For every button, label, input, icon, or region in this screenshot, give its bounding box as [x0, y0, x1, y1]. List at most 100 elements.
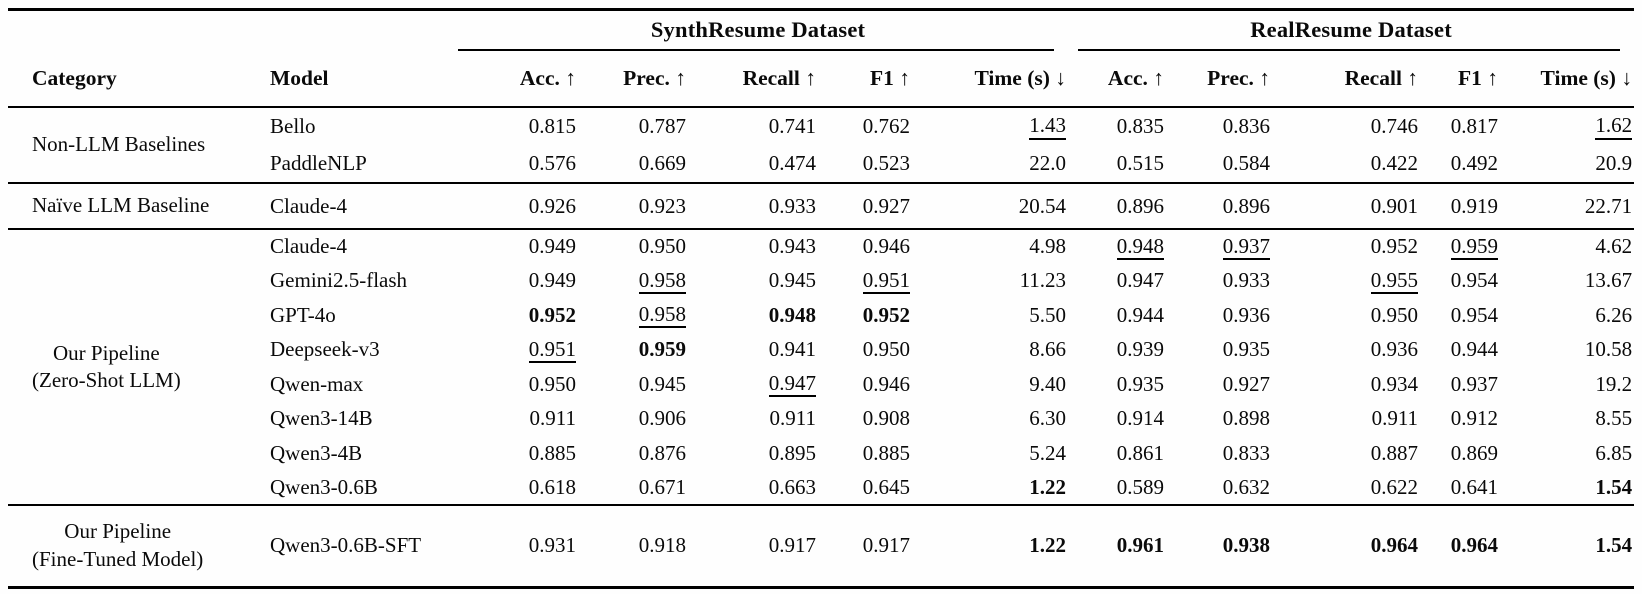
realresume-dataset-label: RealResume Dataset [1250, 17, 1452, 42]
metric-cell: 0.958 [578, 298, 688, 333]
metric-cell: 5.24 [912, 436, 1068, 471]
metric-value: 0.939 [1116, 337, 1165, 362]
metric-value: 0.952 [1370, 234, 1419, 259]
metric-value: 0.937 [1222, 235, 1271, 260]
metric-cell: 0.951 [448, 333, 578, 368]
metric-value: 0.741 [768, 114, 816, 138]
table-row: Naïve LLM Baseline Claude-4 0.926 0.923 0.93… [8, 183, 1635, 230]
metric-cell: 0.645 [818, 470, 912, 506]
metric-value: 6.30 [1029, 406, 1067, 431]
table-row: Our Pipeline (Fine-Tuned Model) Qwen3-0.6B… [8, 505, 1635, 588]
metric-cell: 13.67 [1500, 264, 1634, 299]
metric-value: 0.762 [862, 114, 910, 138]
metric-value: 0.935 [1116, 371, 1165, 396]
table-row: Qwen-max 0.950 0.945 0.947 0.946 9.40 0.935 0.9… [8, 367, 1634, 402]
metric-cell: 5.50 [912, 298, 1068, 333]
metric-cell: 0.515 [1068, 145, 1167, 184]
metric-cell: 0.911 [688, 402, 818, 437]
metric-cell: 0.945 [688, 264, 818, 299]
metric-cell: 0.964 [1272, 505, 1421, 588]
metric-value: 4.62 [1595, 234, 1633, 259]
metric-value: 0.955 [1370, 269, 1419, 294]
metric-cell: 0.898 [1166, 402, 1272, 437]
metric-cell: 0.936 [1166, 298, 1272, 333]
metric-value: 0.944 [1450, 337, 1499, 362]
metric-value: 0.618 [528, 474, 576, 499]
metric-cell: 0.952 [818, 298, 912, 333]
metric-value: 0.944 [1116, 302, 1165, 327]
metric-value: 0.911 [529, 406, 576, 431]
metric-value: 0.945 [768, 268, 816, 293]
col-header-prec-real: Prec. ↑ [1166, 51, 1273, 108]
col-header-f1-real: F1 ↑ [1420, 51, 1501, 108]
synthresume-group-header: SynthResume Dataset [448, 10, 1068, 51]
metric-cell: 0.948 [1068, 229, 1166, 264]
metric-value: 6.85 [1595, 440, 1633, 465]
metric-cell: 0.939 [1068, 333, 1166, 368]
metric-value: 0.901 [1370, 193, 1419, 218]
col-header-time-real: Time (s) ↓ [1500, 51, 1635, 108]
metric-cell: 0.944 [1420, 333, 1500, 368]
metric-value: 0.945 [638, 371, 686, 396]
category-label-line: Naïve LLM Baseline [32, 193, 210, 218]
metric-value: 22.0 [1029, 151, 1067, 175]
col-header-category: Category [8, 51, 258, 108]
metric-cell: 0.947 [688, 367, 818, 402]
metric-value: 1.22 [1029, 533, 1067, 558]
metric-cell: 0.964 [1420, 505, 1501, 588]
table-row: GPT-4o 0.952 0.958 0.948 0.952 5.50 0.944 0.936… [8, 298, 1634, 333]
model-cell: Deepseek-v3 [270, 337, 380, 362]
metric-cell: 11.23 [912, 264, 1068, 299]
metric-value: 0.515 [1116, 151, 1165, 175]
metric-value: 0.911 [769, 406, 816, 431]
metric-cell: 0.817 [1420, 107, 1500, 145]
metric-cell: 0.958 [578, 264, 688, 299]
metric-cell: 0.815 [448, 107, 578, 145]
metric-cell: 0.663 [688, 470, 818, 506]
metric-value: 0.949 [528, 234, 576, 259]
metric-value: 11.23 [1019, 268, 1067, 293]
metric-value: 5.24 [1029, 440, 1067, 465]
metric-cell: 0.746 [1272, 107, 1420, 145]
metric-cell: 0.918 [578, 505, 688, 588]
metric-value: 20.9 [1595, 151, 1633, 175]
metric-cell: 0.961 [1068, 505, 1167, 588]
model-cell: Bello [270, 114, 316, 138]
category-cell: Non-LLM Baselines [8, 107, 258, 184]
metric-value: 0.833 [1222, 440, 1271, 465]
metric-value: 0.474 [768, 151, 816, 175]
metric-value: 0.911 [1371, 406, 1419, 431]
metric-value: 0.950 [528, 371, 576, 396]
metric-cell: 0.950 [448, 367, 578, 402]
metric-value: 0.885 [528, 440, 576, 465]
metric-cell: 0.935 [1166, 333, 1272, 368]
metric-cell: 0.911 [1272, 402, 1420, 437]
metric-cell: 0.861 [1068, 436, 1166, 471]
metric-value: 0.964 [1450, 533, 1499, 558]
table-row: Qwen3-14B 0.911 0.906 0.911 0.908 6.30 0.914 0.… [8, 402, 1634, 437]
metric-value: 0.746 [1370, 114, 1419, 138]
metric-cell: 0.589 [1068, 470, 1167, 506]
metric-value: 0.576 [528, 151, 576, 175]
metric-cell: 0.934 [1272, 367, 1420, 402]
column-header-row: Category Model Acc. ↑ Prec. ↑ Recall ↑ F… [8, 51, 1635, 108]
metric-value: 0.938 [1222, 533, 1271, 558]
model-cell: Gemini2.5-flash [270, 268, 408, 293]
category-block: Our Pipeline (Fine-Tuned Model) [32, 518, 203, 573]
metric-cell: 0.946 [818, 229, 912, 264]
metric-cell: 0.931 [448, 505, 578, 588]
col-header-recall-real: Recall ↑ [1272, 51, 1421, 108]
metric-cell: 4.98 [912, 229, 1068, 264]
category-label-line: Our Pipeline [64, 519, 172, 544]
metric-cell: 0.937 [1420, 367, 1500, 402]
metric-cell: 0.943 [688, 229, 818, 264]
col-header-recall-synth: Recall ↑ [688, 51, 818, 108]
metric-value: 0.896 [1116, 193, 1165, 218]
metric-cell: 0.641 [1420, 470, 1501, 506]
metric-cell: 1.43 [912, 107, 1068, 145]
metric-cell: 8.66 [912, 333, 1068, 368]
metric-cell: 0.952 [448, 298, 578, 333]
metric-value: 0.958 [638, 269, 686, 294]
metric-cell: 0.947 [1068, 264, 1166, 299]
metric-cell: 8.55 [1500, 402, 1634, 437]
